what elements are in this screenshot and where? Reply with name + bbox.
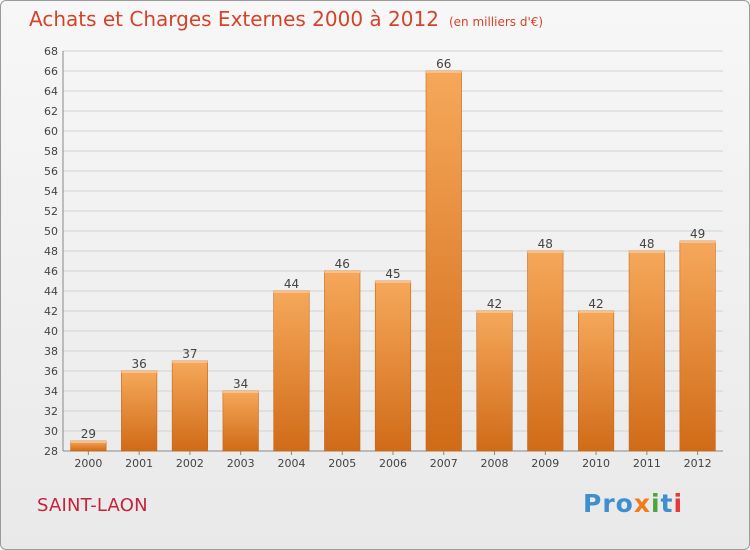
y-tick-label: 48 [44,245,58,258]
chart-subtitle: (en milliers d'€) [448,15,544,29]
bar [273,290,310,452]
bar-top-highlight [273,291,310,293]
x-tick-label: 2001 [125,457,153,470]
bars [70,70,716,452]
y-tick-label: 38 [44,345,58,358]
y-tick-label: 44 [44,285,58,298]
logo-part-1: Pro [583,489,634,518]
bar [324,270,361,452]
y-tick-label: 54 [44,185,58,198]
y-tick-label: 36 [44,365,58,378]
data-label: 37 [182,347,197,361]
x-tick-label: 2005 [328,457,356,470]
logo-part-5: i [673,489,684,518]
chart-title-text: Achats et Charges Externes 2000 à 2012 [29,7,439,31]
logo-part-4: t [660,489,674,518]
bar [425,70,462,452]
data-label: 42 [487,297,502,311]
y-tick-label: 52 [44,205,58,218]
x-tick-label: 2008 [481,457,509,470]
proxiti-logo: Proxiti [583,489,683,518]
x-tick-label: 2011 [633,457,661,470]
y-tick-label: 66 [44,65,58,78]
bar-top-highlight [578,311,614,313]
y-tick-label: 32 [44,405,58,418]
bar-top-highlight [426,71,462,73]
y-tick-label: 56 [44,165,58,178]
y-tick-label: 64 [44,85,58,98]
x-tick-label: 2010 [582,457,610,470]
data-label: 29 [81,427,96,441]
x-tick-label: 2000 [74,457,102,470]
x-tick-label: 2002 [176,457,204,470]
data-label: 49 [690,227,705,241]
x-tick-label: 2006 [379,457,407,470]
bar-top-highlight [70,441,107,443]
data-label: 36 [132,357,147,371]
bar-top-highlight [375,281,411,283]
bar [578,310,615,452]
bar [679,240,716,452]
bar-top-highlight [629,251,665,253]
data-label: 44 [284,277,299,291]
y-tick-label: 58 [44,145,58,158]
bar [171,360,208,452]
y-tick-label: 30 [44,425,58,438]
data-label: 48 [538,237,553,251]
data-label: 48 [639,237,654,251]
bar [121,370,158,452]
y-tick-label: 42 [44,305,58,318]
x-tick-label: 2012 [684,457,712,470]
x-tick-label: 2003 [227,457,255,470]
data-label: 34 [233,377,248,391]
y-tick-label: 34 [44,385,58,398]
data-label: 42 [588,297,603,311]
x-tick-label: 2007 [430,457,458,470]
bar-chart: 28 30 32 34 36 38 40 42 44 46 48 50 52 54 56 58 60 62 64 66… [44,45,723,470]
axes: 28 30 32 34 36 38 40 42 44 46 48 50 52 54 56 58 60 62 64 66… [44,45,723,470]
bar [476,310,513,452]
bar [374,280,412,452]
bar [527,250,564,452]
logo-part-2: x [633,489,651,518]
y-tick-label: 46 [44,265,58,278]
data-label: 45 [385,267,400,281]
data-label: 66 [436,57,451,71]
bar [222,390,259,452]
bar [628,250,665,452]
commune-name: SAINT-LAON [37,495,148,516]
data-label: 46 [335,257,350,271]
bar-top-highlight [679,241,716,243]
bar-top-highlight [172,361,208,363]
logo-part-3: i [650,489,661,518]
bar-top-highlight [527,251,564,253]
x-tick-label: 2004 [277,457,305,470]
y-tick-label: 68 [44,45,58,58]
bar-top-highlight [324,271,360,273]
bar-top-highlight [476,311,513,313]
bar-top-highlight [222,391,259,393]
y-tick-label: 50 [44,225,58,238]
y-tick-label: 60 [44,125,58,138]
y-tick-label: 28 [44,445,58,458]
y-tick-label: 62 [44,105,58,118]
y-tick-label: 40 [44,325,58,338]
x-tick-label: 2009 [531,457,559,470]
bar-top-highlight [121,371,157,373]
data-labels: 29 36 37 34 44 46 45 66 42 48 42 48 49 [81,57,706,441]
chart-title: Achats et Charges Externes 2000 à 2012 (e… [29,7,543,31]
